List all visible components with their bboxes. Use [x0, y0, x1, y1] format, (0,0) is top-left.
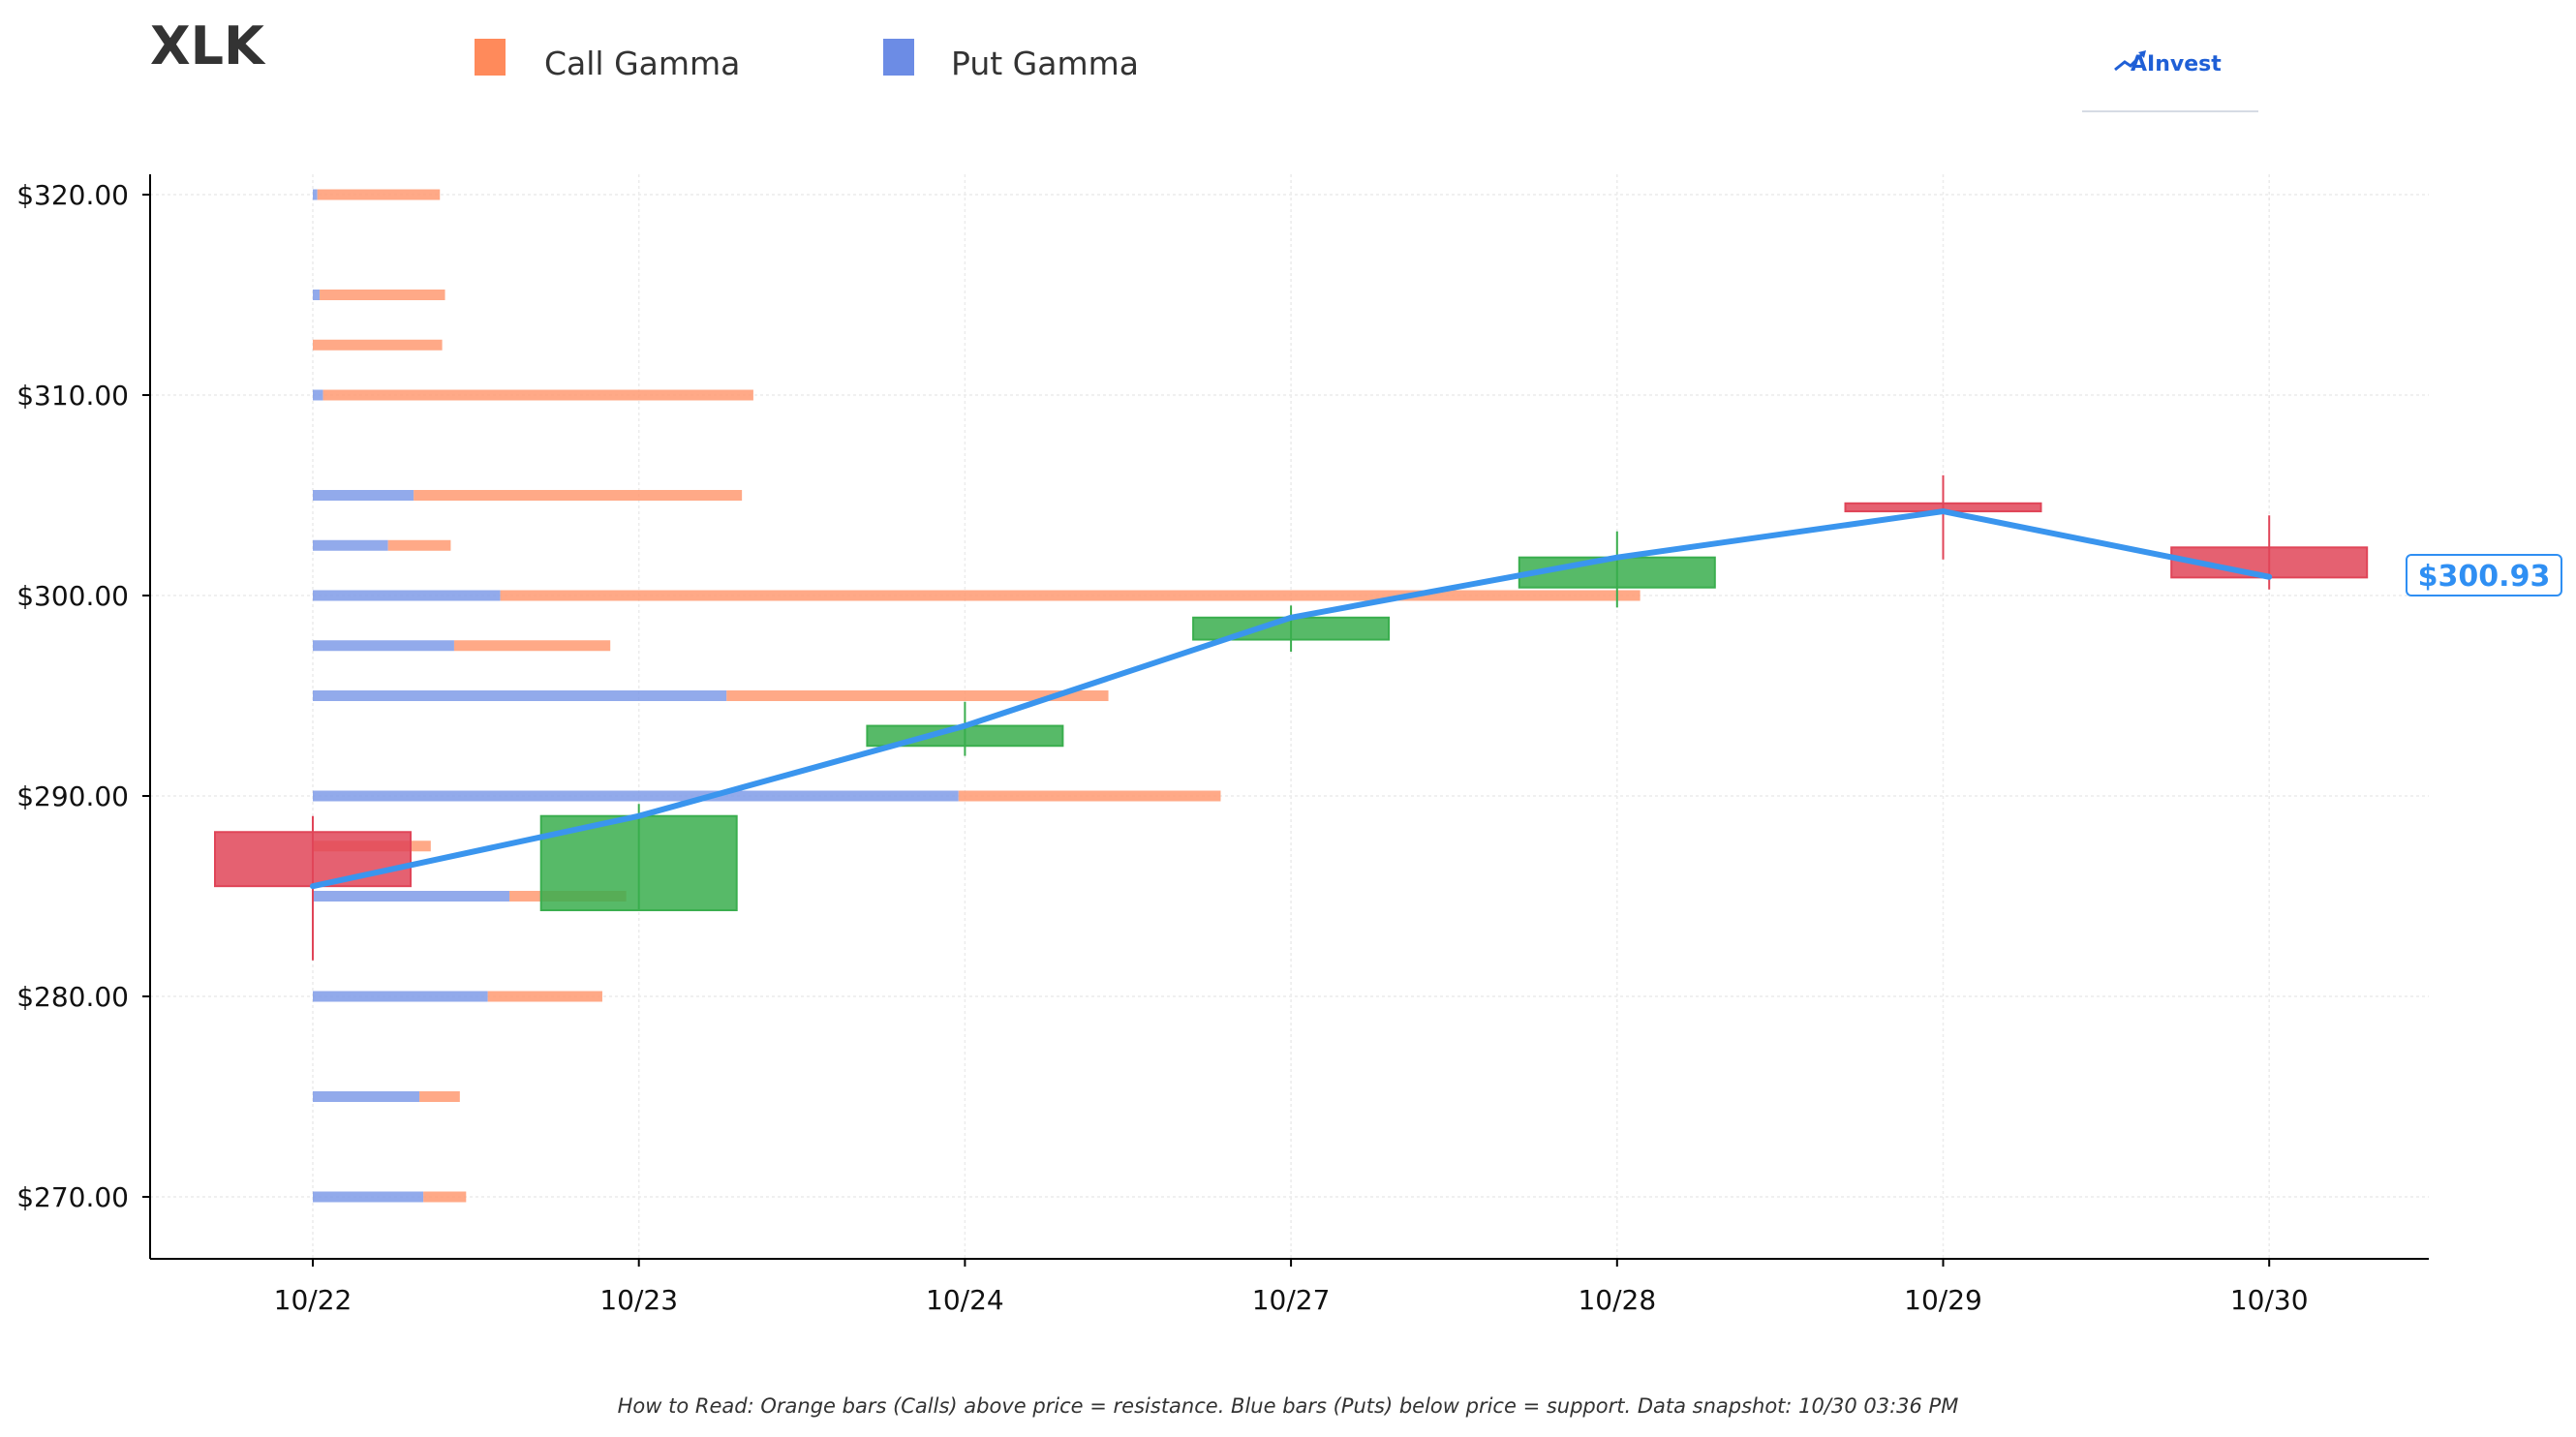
- candle-body: [214, 831, 412, 888]
- gamma-bars: [313, 189, 1641, 1203]
- put-gamma-bar: [313, 1191, 424, 1203]
- candle-body: [1518, 556, 1716, 589]
- logo-text: AInvest: [2131, 52, 2222, 76]
- call-gamma-bar: [958, 790, 1221, 802]
- price-line-layer: [310, 508, 2273, 890]
- x-tick-label: 10/28: [1578, 1284, 1656, 1316]
- x-tick-label: 10/30: [2230, 1284, 2309, 1316]
- put-gamma-bar: [313, 891, 510, 902]
- y-tick-label: $310.00: [16, 380, 129, 412]
- y-tick-label: $290.00: [16, 780, 129, 812]
- grid-lines: [150, 174, 2429, 1259]
- call-gamma-bar: [317, 189, 441, 200]
- y-tick-label: $300.00: [16, 580, 129, 612]
- put-gamma-bar: [313, 290, 321, 300]
- legend-put-swatch: [883, 39, 914, 76]
- x-tick-label: 10/24: [926, 1284, 1004, 1316]
- put-gamma-bar: [313, 490, 414, 501]
- current-price-label: $300.93: [2406, 554, 2562, 596]
- legend-put-label: Put Gamma: [951, 45, 1139, 82]
- legend-call-swatch: [475, 39, 506, 76]
- put-gamma-bar: [313, 539, 388, 551]
- call-gamma-bar: [423, 1191, 467, 1203]
- axes: $270.00 $280.00 $290.00 $300.00 $310.00 $320.…: [16, 174, 2429, 1316]
- call-gamma-bar: [387, 539, 451, 551]
- put-gamma-bar: [313, 1091, 420, 1102]
- logo-chart-icon: [2114, 50, 2146, 72]
- call-gamma-bar: [487, 991, 602, 1002]
- put-gamma-bar: [313, 790, 959, 802]
- y-tick-label: $280.00: [16, 981, 129, 1013]
- x-tick-label: 10/22: [274, 1284, 353, 1316]
- put-gamma-bar: [313, 991, 488, 1002]
- ticker-title: XLK: [150, 15, 266, 76]
- legend-call-label: Call Gamma: [544, 45, 740, 82]
- price-line: [310, 508, 2273, 890]
- call-gamma-bar: [414, 490, 743, 501]
- candle-body: [1192, 616, 1391, 641]
- y-tick-label: $270.00: [16, 1181, 129, 1213]
- call-gamma-bar: [726, 690, 1109, 701]
- call-gamma-bar: [313, 339, 443, 351]
- x-tick-label: 10/23: [599, 1284, 678, 1316]
- put-gamma-bar: [313, 189, 318, 200]
- x-tick-label: 10/27: [1252, 1284, 1331, 1316]
- call-gamma-bar: [453, 640, 611, 652]
- put-gamma-bar: [313, 690, 727, 701]
- put-gamma-bar: [313, 590, 501, 601]
- call-gamma-bar: [320, 290, 445, 300]
- put-gamma-bar: [313, 640, 454, 652]
- footer-note: How to Read: Orange bars (Calls) above p…: [617, 1394, 1959, 1418]
- call-gamma-bar: [322, 389, 753, 401]
- call-gamma-bar: [500, 590, 1641, 601]
- call-gamma-bar: [419, 1091, 460, 1102]
- y-tick-label: $320.00: [16, 179, 129, 211]
- x-tick-label: 10/29: [1904, 1284, 1982, 1316]
- logo-divider: [2082, 110, 2258, 112]
- logo: [2082, 45, 2266, 114]
- put-gamma-bar: [313, 389, 323, 401]
